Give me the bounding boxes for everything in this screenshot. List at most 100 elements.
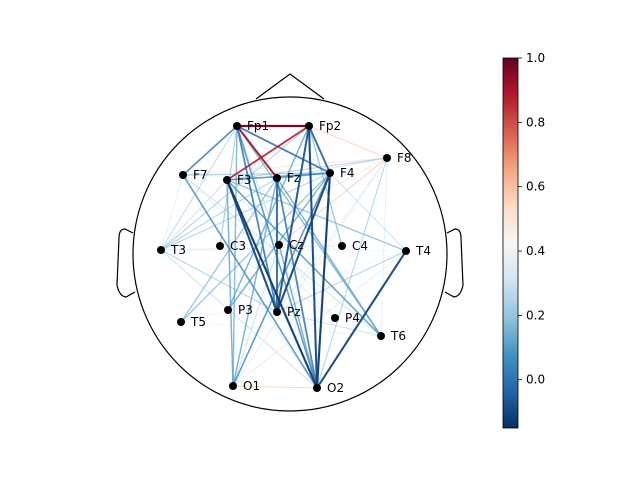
connection-F3-P4 bbox=[226, 179, 336, 319]
electrode-p3: P3 bbox=[224, 303, 253, 317]
electrode-dot bbox=[326, 169, 334, 177]
colorbar-tick-label: 0.6 bbox=[526, 180, 545, 194]
connection-P4-T6 bbox=[334, 317, 382, 337]
electrode-p4: P4 bbox=[331, 311, 360, 325]
electrode-t3: T3 bbox=[157, 243, 186, 257]
connection-Fp2-F8 bbox=[308, 125, 388, 159]
electrode-f7: F7 bbox=[179, 168, 208, 182]
connection-Fz-O1 bbox=[232, 177, 278, 387]
connection-T5-T6 bbox=[180, 321, 382, 337]
connection-F4-Pz bbox=[276, 172, 331, 313]
electrode-dot bbox=[224, 306, 232, 314]
electrode-dot bbox=[377, 332, 385, 340]
connection-O1-Cz bbox=[232, 244, 280, 387]
connection-F4-T3 bbox=[160, 172, 331, 251]
electrode-f8: F8 bbox=[383, 151, 412, 165]
connection-O2-T3 bbox=[160, 249, 318, 389]
connection-F7-O2 bbox=[182, 174, 318, 389]
electrode-dot bbox=[338, 242, 346, 250]
electrode-c4: C4 bbox=[338, 239, 368, 253]
connection-Fp2-O2 bbox=[307, 125, 319, 389]
connection-O2-C3 bbox=[219, 245, 318, 389]
electrode-dot bbox=[305, 122, 313, 130]
electrode-dot bbox=[273, 174, 281, 182]
electrode-fp2: Fp2 bbox=[305, 119, 341, 133]
connection-T3-Pz bbox=[160, 249, 278, 313]
colorbar-tick-label: 0.2 bbox=[526, 308, 545, 322]
connection-lines bbox=[160, 124, 407, 389]
connection-F4-F7 bbox=[182, 172, 331, 176]
connection-P4-F7 bbox=[182, 174, 336, 319]
electrode-dot bbox=[383, 154, 391, 162]
connection-C3-F8 bbox=[219, 157, 388, 247]
connection-O1-F8 bbox=[232, 157, 388, 387]
nose bbox=[255, 73, 325, 100]
colorbar-tick-label: 0.8 bbox=[526, 115, 545, 129]
connection-F3-T6 bbox=[226, 179, 382, 337]
electrodes: Fp1 Fp2 F7 F3 Fz F4 F8 T3 C3 Cz C4 T4 T5 P3 Pz P4 T6 O1 O2 bbox=[157, 119, 431, 395]
electrode-dot bbox=[179, 171, 187, 179]
connection-Fp1-Fz bbox=[236, 125, 278, 179]
electrode-dot bbox=[273, 308, 281, 316]
connection-Fz-O2 bbox=[276, 177, 318, 389]
electrode-f4: F4 bbox=[326, 166, 355, 180]
electrode-label: T6 bbox=[390, 329, 406, 343]
connection-F4-O1 bbox=[232, 172, 331, 387]
connection-Fp1-F4 bbox=[236, 125, 331, 174]
connection-T4-Pz bbox=[276, 250, 407, 313]
head-outline bbox=[116, 73, 464, 412]
electrode-dot bbox=[275, 241, 283, 249]
connection-T6-Fp1 bbox=[236, 125, 382, 337]
electrode-label: Fp1 bbox=[247, 119, 269, 133]
electrode-label: F4 bbox=[340, 166, 355, 180]
left-ear bbox=[116, 228, 136, 298]
electrode-fz: Fz bbox=[273, 171, 300, 185]
colorbar-tick-label: 0.4 bbox=[526, 244, 545, 258]
connection-P3-T4 bbox=[227, 250, 407, 311]
electrode-t4: T4 bbox=[402, 244, 431, 258]
electrode-dot bbox=[157, 246, 165, 254]
connection-Fp1-T3 bbox=[160, 125, 238, 251]
connection-T3-F7 bbox=[160, 174, 184, 251]
electrode-t6: T6 bbox=[377, 329, 406, 343]
connection-F3-F8 bbox=[226, 157, 388, 181]
electrode-dot bbox=[229, 382, 237, 390]
connection-Pz-F8 bbox=[276, 157, 388, 313]
electrode-o2: O2 bbox=[313, 381, 344, 395]
connection-F3-O1 bbox=[226, 179, 234, 387]
electrode-label: O1 bbox=[243, 379, 260, 393]
connection-F3-T3 bbox=[160, 179, 228, 251]
electrode-dot bbox=[313, 384, 321, 392]
electrode-label: Cz bbox=[289, 238, 304, 252]
connection-Fp2-F3 bbox=[226, 125, 310, 181]
colorbar-frame bbox=[502, 57, 519, 429]
connection-T4-T3 bbox=[160, 249, 407, 252]
connection-F3-O2 bbox=[226, 179, 318, 389]
connection-Cz-F8 bbox=[278, 157, 388, 246]
connection-Fp1-O1 bbox=[232, 125, 238, 387]
electrode-label: P4 bbox=[345, 311, 360, 325]
electrode-label: Pz bbox=[287, 305, 301, 319]
electrode-label: T3 bbox=[170, 243, 186, 257]
electrode-label: F8 bbox=[397, 151, 412, 165]
electrode-t5: T5 bbox=[177, 315, 206, 329]
colorbar-tick-label: 1.0 bbox=[526, 51, 545, 65]
electrode-o1: O1 bbox=[229, 379, 260, 393]
electrode-fp1: Fp1 bbox=[233, 119, 269, 133]
electrode-label: Fz bbox=[287, 171, 300, 185]
electrode-dot bbox=[216, 242, 224, 250]
electrode-f3: F3 bbox=[223, 173, 252, 187]
right-ear bbox=[444, 228, 464, 298]
connection-Fp2-Pz bbox=[276, 125, 310, 313]
connection-F3-Pz bbox=[226, 179, 278, 313]
connection-T4-O1 bbox=[232, 250, 407, 387]
electrode-c3: C3 bbox=[216, 239, 246, 253]
electrode-label: O2 bbox=[327, 381, 344, 395]
electrode-dot bbox=[402, 247, 410, 255]
electrode-label: F7 bbox=[193, 168, 208, 182]
connection-F7-C3 bbox=[182, 174, 221, 247]
electrode-label: Fp2 bbox=[319, 119, 341, 133]
connection-Fp1-F7 bbox=[182, 125, 238, 176]
electrode-label: T5 bbox=[190, 315, 206, 329]
